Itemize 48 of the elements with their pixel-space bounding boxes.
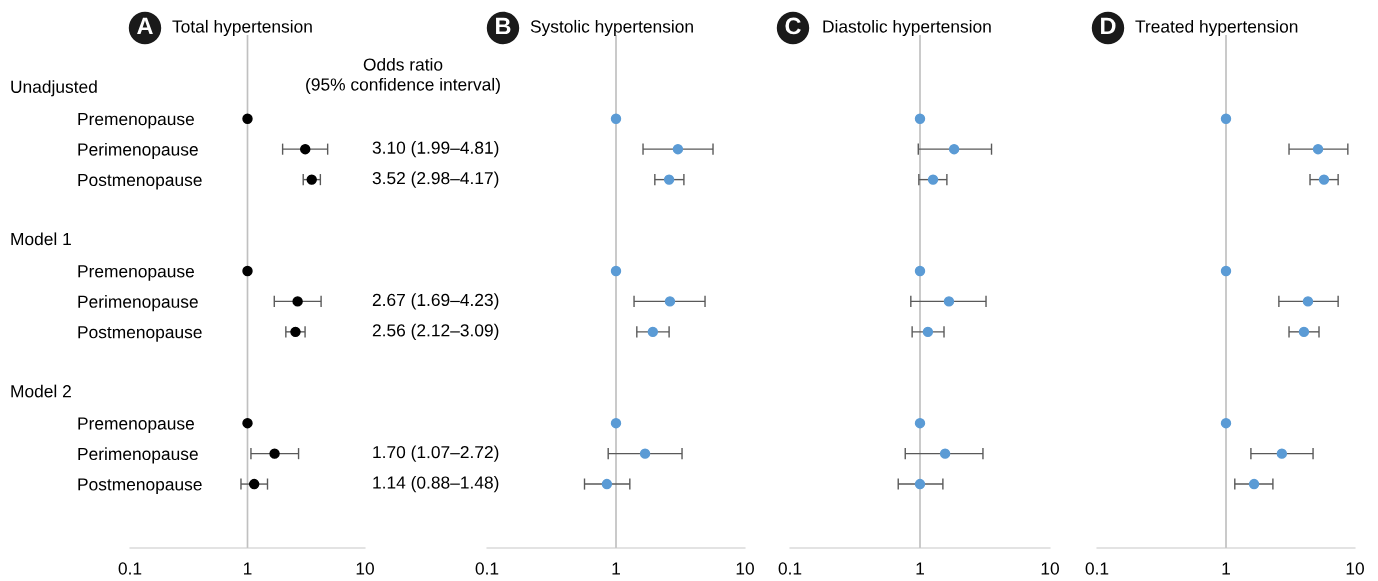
y-tick-label: Premenopause (78, 113, 194, 129)
x-tick-label: 0.1 (118, 562, 142, 575)
y-tick-label: Perimenopause (78, 447, 198, 464)
point (914, 417, 926, 429)
data-label: 2.56 (2.12–3.09) (372, 323, 499, 340)
x-tick-label: 0.1 (1085, 562, 1109, 575)
x-tick-label: 0.1 (475, 562, 499, 575)
chart-title: Diastolic hypertension (823, 19, 991, 37)
x-tick-label: 10 (1346, 562, 1364, 575)
data-label: 1.70 (1.07–2.72) (373, 445, 499, 462)
y-tick-label: Postmenopause (78, 326, 202, 342)
text: Model 2 (11, 384, 71, 398)
point (914, 478, 926, 490)
point (943, 296, 955, 307)
point (939, 448, 951, 459)
point (927, 174, 939, 185)
x-tick-label: 1 (1222, 562, 1230, 575)
data-label: 3.10 (1.99–4.81) (372, 141, 499, 158)
y-tick-label: Perimenopause (78, 142, 198, 160)
data-label: 3.52 (2.98–4.17) (372, 171, 499, 188)
y-tick-label: Perimenopause (78, 295, 198, 312)
point (914, 265, 926, 277)
x-tick-label: 1 (244, 562, 252, 575)
text: Model 1 (11, 232, 71, 246)
chart-title: Treated hypertension (1135, 19, 1298, 37)
point (914, 113, 926, 124)
x-tick-label: 10 (736, 562, 754, 575)
annotation: Odds ratio (95% confidence interval) (306, 57, 500, 95)
point (948, 143, 960, 155)
text: D (1101, 17, 1116, 35)
point (922, 326, 934, 338)
x-tick-label: 10 (356, 562, 374, 575)
text: A (137, 17, 153, 35)
x-tick-label: 1 (612, 562, 620, 575)
chart-title: Total hypertension (172, 19, 312, 37)
chart-title: Systolic hypertension (530, 19, 693, 37)
x-tick-label: 1 (916, 562, 924, 575)
x-tick-label: 0.1 (778, 562, 802, 575)
x-tick-label: 10 (1041, 562, 1059, 575)
text: C (785, 17, 801, 35)
y-tick-label: Postmenopause (78, 173, 202, 190)
data-label: 1.14 (0.88–1.48) (373, 475, 499, 493)
data-label: 2.67 (1.69–4.23) (372, 293, 499, 310)
y-tick-label: Premenopause (78, 417, 194, 434)
y-tick-label: Premenopause (78, 265, 194, 281)
text: Unadjusted (11, 80, 97, 97)
text: B (496, 17, 511, 35)
y-tick-label: Postmenopause (78, 478, 202, 494)
